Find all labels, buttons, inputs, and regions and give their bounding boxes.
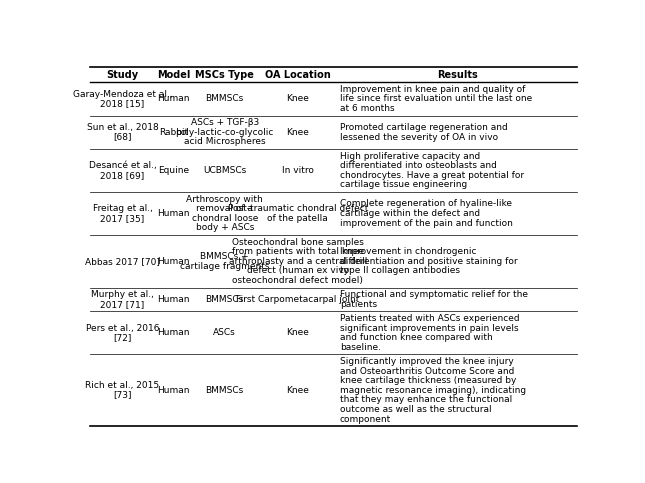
Text: Desancé et al.,: Desancé et al., (88, 161, 156, 170)
Text: significant improvements in pain levels: significant improvements in pain levels (340, 324, 519, 332)
Text: BMMSCs +: BMMSCs + (201, 252, 249, 261)
Text: ASCs: ASCs (213, 328, 236, 337)
Text: body + ASCs: body + ASCs (195, 223, 254, 232)
Text: 2017 [35]: 2017 [35] (101, 214, 144, 223)
Text: baseline.: baseline. (340, 343, 381, 352)
Text: UCBMSCs: UCBMSCs (203, 166, 246, 175)
Text: Knee: Knee (286, 386, 309, 395)
Text: arthroplasty and a central drill: arthroplasty and a central drill (228, 257, 367, 266)
Text: Rabbit: Rabbit (159, 128, 188, 137)
Text: chondrocytes. Have a great potential for: chondrocytes. Have a great potential for (340, 171, 524, 180)
Text: Sun et al., 2018: Sun et al., 2018 (86, 123, 159, 132)
Text: In vitro: In vitro (282, 166, 313, 175)
Text: Knee: Knee (286, 94, 309, 103)
Text: Human: Human (157, 386, 190, 395)
Text: BMMSCs: BMMSCs (206, 295, 244, 304)
Text: Human: Human (157, 328, 190, 337)
Text: Model: Model (157, 70, 190, 80)
Text: Complete regeneration of hyaline-like: Complete regeneration of hyaline-like (340, 199, 512, 208)
Text: Rich et al., 2015: Rich et al., 2015 (85, 381, 159, 390)
Text: differentiated into osteoblasts and: differentiated into osteoblasts and (340, 161, 497, 170)
Text: Post-traumatic chondral defect: Post-traumatic chondral defect (228, 204, 368, 213)
Text: ASCs + TGF-β3: ASCs + TGF-β3 (191, 118, 259, 127)
Text: acid Microspheres: acid Microspheres (184, 137, 266, 146)
Text: at 6 months: at 6 months (340, 104, 395, 113)
Text: Freitag et al.,: Freitag et al., (92, 204, 152, 213)
Text: Pers et al., 2016: Pers et al., 2016 (86, 324, 159, 332)
Text: MSCs Type: MSCs Type (195, 70, 254, 80)
Text: 2018 [15]: 2018 [15] (101, 99, 144, 108)
Text: Patients treated with ASCs experienced: Patients treated with ASCs experienced (340, 314, 520, 323)
Text: Garay-Mendoza et al.,: Garay-Mendoza et al., (73, 89, 172, 99)
Text: cartilage fragments: cartilage fragments (180, 262, 270, 270)
Text: from patients with total knee: from patients with total knee (232, 247, 364, 256)
Text: Results: Results (437, 70, 477, 80)
Text: [73]: [73] (114, 391, 132, 399)
Text: High proliferative capacity and: High proliferative capacity and (340, 152, 480, 160)
Text: Improvement in chondrogenic: Improvement in chondrogenic (340, 247, 477, 256)
Text: [68]: [68] (114, 132, 132, 142)
Text: Osteochondral bone samples: Osteochondral bone samples (232, 238, 364, 246)
Text: and Osteoarthritis Outcome Score and: and Osteoarthritis Outcome Score and (340, 367, 514, 375)
Text: Promoted cartilage regeneration and: Promoted cartilage regeneration and (340, 123, 508, 132)
Text: component: component (340, 414, 391, 424)
Text: Functional and symptomatic relief for the: Functional and symptomatic relief for th… (340, 290, 528, 299)
Text: First Carpometacarpal joint: First Carpometacarpal joint (236, 295, 359, 304)
Text: magnetic resonance imaging), indicating: magnetic resonance imaging), indicating (340, 386, 526, 395)
Text: Murphy et al.,: Murphy et al., (91, 290, 154, 299)
Text: Knee: Knee (286, 328, 309, 337)
Text: of the patella: of the patella (268, 214, 328, 223)
Text: that they may enhance the functional: that they may enhance the functional (340, 396, 512, 404)
Text: type II collagen antibodies: type II collagen antibodies (340, 266, 460, 275)
Text: Human: Human (157, 295, 190, 304)
Text: BMMSCs: BMMSCs (206, 94, 244, 103)
Text: knee cartilage thickness (measured by: knee cartilage thickness (measured by (340, 376, 516, 385)
Text: patients: patients (340, 300, 377, 309)
Text: osteochondral defect model): osteochondral defect model) (232, 276, 363, 285)
Text: differentiation and positive staining for: differentiation and positive staining fo… (340, 257, 517, 266)
Text: Equine: Equine (158, 166, 189, 175)
Text: lessened the severity of OA in vivo: lessened the severity of OA in vivo (340, 132, 498, 142)
Text: removal of a: removal of a (196, 204, 253, 213)
Text: Study: Study (106, 70, 139, 80)
Text: defect (human ex vivo: defect (human ex vivo (246, 266, 349, 275)
Text: improvement of the pain and function: improvement of the pain and function (340, 218, 513, 227)
Text: Improvement in knee pain and quality of: Improvement in knee pain and quality of (340, 85, 525, 94)
Text: [72]: [72] (114, 333, 132, 342)
Text: outcome as well as the structural: outcome as well as the structural (340, 405, 491, 414)
Text: BMMSCs: BMMSCs (206, 386, 244, 395)
Text: cartilage tissue engineering: cartilage tissue engineering (340, 180, 467, 189)
Text: Abbas 2017 [70]: Abbas 2017 [70] (85, 257, 160, 266)
Text: Human: Human (157, 257, 190, 266)
Text: Significantly improved the knee injury: Significantly improved the knee injury (340, 357, 513, 366)
Text: poly-lactic-co-glycolic: poly-lactic-co-glycolic (175, 128, 274, 137)
Text: cartilage within the defect and: cartilage within the defect and (340, 209, 480, 218)
Text: Human: Human (157, 209, 190, 218)
Text: life since first evaluation until the last one: life since first evaluation until the la… (340, 94, 532, 103)
Text: Arthroscopy with: Arthroscopy with (186, 195, 263, 203)
Text: Human: Human (157, 94, 190, 103)
Text: 2018 [69]: 2018 [69] (101, 171, 144, 180)
Text: OA Location: OA Location (265, 70, 331, 80)
Text: 2017 [71]: 2017 [71] (101, 300, 144, 309)
Text: Knee: Knee (286, 128, 309, 137)
Text: chondral loose: chondral loose (192, 214, 258, 223)
Text: and function knee compared with: and function knee compared with (340, 333, 493, 342)
